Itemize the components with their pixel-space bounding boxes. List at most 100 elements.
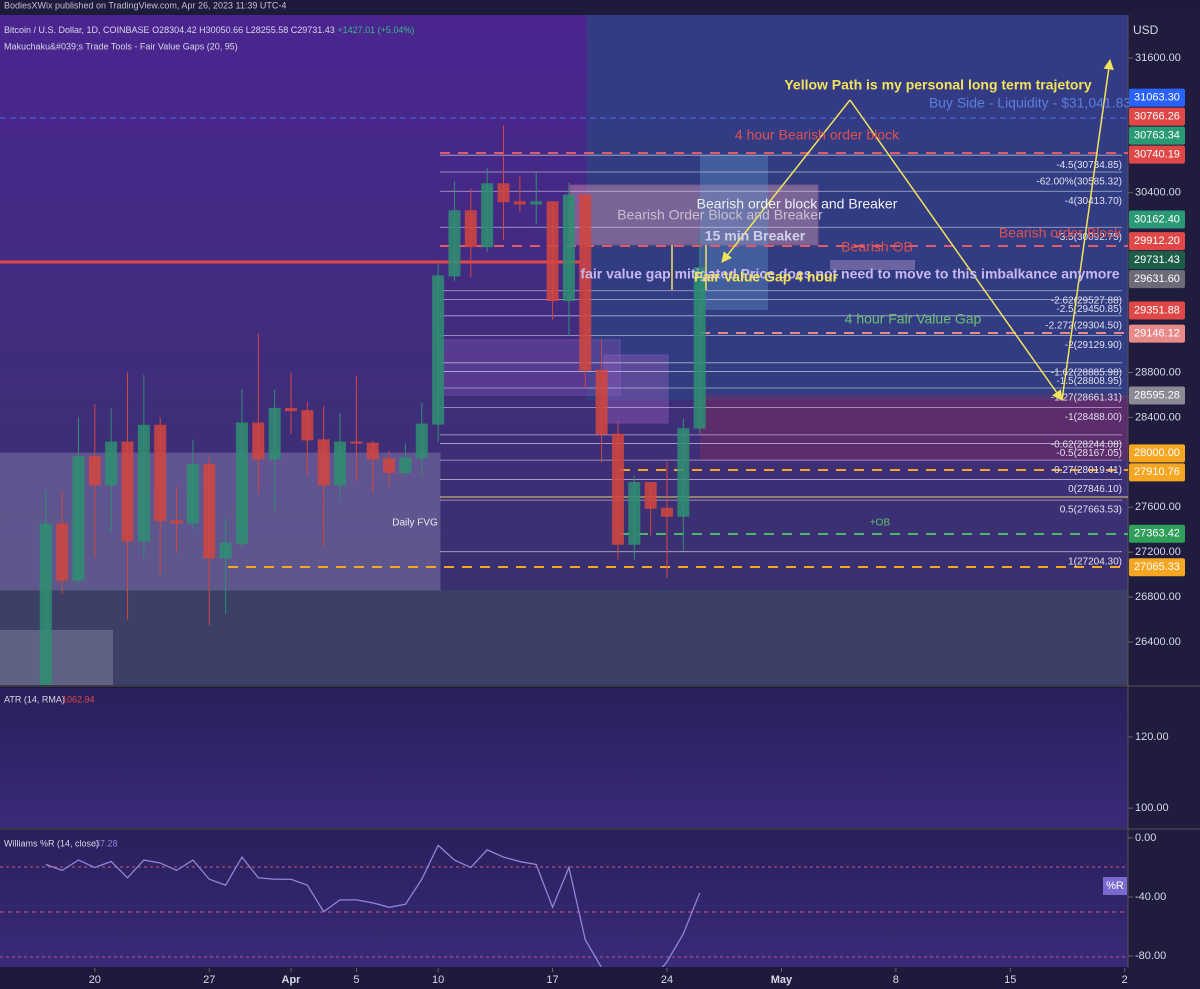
arrow: [721, 99, 851, 263]
candle-body: [497, 183, 510, 203]
williams-title: Williams %R (14, close): [4, 838, 99, 848]
fib-label: 1(27204.30): [1068, 556, 1122, 567]
atr-panel: [0, 688, 1128, 828]
y-tick-label: 31600.00: [1135, 52, 1181, 64]
box: [569, 184, 819, 246]
x-tick-label: Apr: [282, 974, 302, 986]
y-tick-label: 30400.00: [1135, 187, 1181, 199]
atr-last: 1062.94: [62, 694, 95, 704]
annotation: 15 min Breaker: [705, 228, 806, 244]
candle-body: [628, 482, 641, 545]
y-tick-label: 27200.00: [1135, 546, 1181, 558]
price-tag-label: 30763.34: [1134, 129, 1180, 141]
price-tag: [1129, 145, 1185, 164]
candle-body: [121, 441, 134, 542]
candle-body: [252, 422, 265, 460]
badge: [1103, 877, 1127, 895]
price-tag: [1129, 558, 1185, 577]
candle-body: [530, 201, 543, 205]
price-tag: [1129, 301, 1185, 320]
indicator: Makuchaku&#039;s Trade Tools - Fair Valu…: [4, 41, 238, 51]
price-tag-label: 27065.33: [1134, 561, 1180, 573]
fib-label: -1.62(28885.98): [1051, 367, 1122, 378]
arrow: [849, 99, 1063, 401]
candle-body: [39, 523, 52, 685]
candle-body: [105, 441, 118, 486]
fib-label: -1.5(28808.95): [1056, 376, 1122, 387]
candles: [39, 125, 706, 685]
annotation: Daily FVG: [392, 518, 438, 529]
candle-body: [644, 482, 657, 509]
price-tag: [1129, 251, 1185, 270]
annotation: Fair Value Gap 4 hour: [694, 269, 838, 285]
fib-label: -2.62(29527.88): [1051, 295, 1122, 306]
annotation: 4 hour Fair Value Gap: [845, 311, 982, 327]
price-tag-label: 29351.88: [1134, 304, 1180, 316]
fib-label: -62.00%(30585.32): [1036, 177, 1122, 188]
y-tick-label: 28800.00: [1135, 366, 1181, 378]
candle-body: [562, 194, 575, 302]
box: [700, 155, 768, 310]
candle-body: [660, 507, 673, 517]
x-tick-label: 2: [1122, 974, 1128, 986]
currency: USD: [1133, 23, 1159, 37]
candle-body: [154, 424, 167, 522]
fib-label: -3.5(30092.75): [1056, 232, 1122, 243]
candle-body: [301, 410, 314, 441]
x-tick-label: 8: [893, 974, 899, 986]
x-tick-label: 24: [661, 974, 673, 986]
header-item: +1427.01 (+5.04%): [337, 25, 414, 35]
box: [0, 630, 113, 685]
y-tick-label: 100.00: [1135, 802, 1169, 814]
williams-line-group: [45, 844, 701, 967]
candle-body: [464, 210, 477, 248]
candle-body: [170, 520, 183, 524]
box: [439, 339, 621, 396]
candle-body: [595, 369, 608, 435]
price-tag: [1129, 232, 1185, 251]
publisher: BodiesXWix published on TradingView.com,…: [4, 0, 286, 10]
price-axis: [1128, 15, 1200, 989]
yellow-path: [671, 58, 1114, 401]
candle-body: [88, 456, 101, 486]
y-tick-label: 0.00: [1135, 832, 1156, 844]
price-tag: [1129, 324, 1185, 343]
price-tag: [1129, 107, 1185, 126]
x-tick-label: 15: [1004, 974, 1016, 986]
fib-label: -4(30413.70): [1065, 196, 1122, 207]
fib-label: -2(29129.90): [1065, 340, 1122, 351]
fib-label: 0.5(27663.53): [1060, 505, 1122, 516]
y-tick-label: 26800.00: [1135, 591, 1181, 603]
header-item: H30050.66: [199, 25, 243, 35]
zone: [587, 15, 1128, 400]
y-tick-label: -80.00: [1135, 950, 1166, 962]
arrow: [1061, 58, 1114, 401]
fib-levels: -4.5(30734.85) -62.00%(30585.32) -4(30413.…: [440, 154, 1122, 567]
fib-label: -1.27(28661.31): [1051, 393, 1122, 404]
candle-body: [513, 201, 526, 205]
fib-label: -4.5(30734.85): [1056, 160, 1122, 171]
candle-body: [399, 457, 412, 473]
price-tag-label: 30740.19: [1134, 148, 1180, 160]
annotation: Bearish OB: [841, 239, 913, 255]
candle-body: [137, 424, 150, 542]
header-item: C29731.43: [291, 25, 335, 35]
candle-body: [611, 433, 624, 545]
williams-panel: [0, 830, 1128, 967]
price-tag-label: 28000.00: [1134, 447, 1180, 459]
x-tick-label: May: [771, 974, 793, 986]
candle-body: [317, 439, 330, 486]
fib-label: -0.62(28244.08): [1051, 440, 1122, 451]
williams-last: -37.28: [92, 838, 118, 848]
y-tick-label: 26400.00: [1135, 636, 1181, 648]
price-tag: [1129, 444, 1185, 463]
y-tick-label: 120.00: [1135, 731, 1169, 743]
candle-body: [334, 441, 347, 486]
candle-body: [677, 428, 690, 517]
candle-body: [72, 456, 85, 581]
fib-label: -2.5(29450.85): [1056, 304, 1122, 315]
header-item: Bitcoin / U.S. Dollar, 1D, COINBASE: [4, 25, 150, 35]
annotation: Bearish order block and Breaker: [697, 196, 898, 212]
williams-line: [45, 844, 701, 967]
price-tag-label: 29631.60: [1134, 273, 1180, 285]
